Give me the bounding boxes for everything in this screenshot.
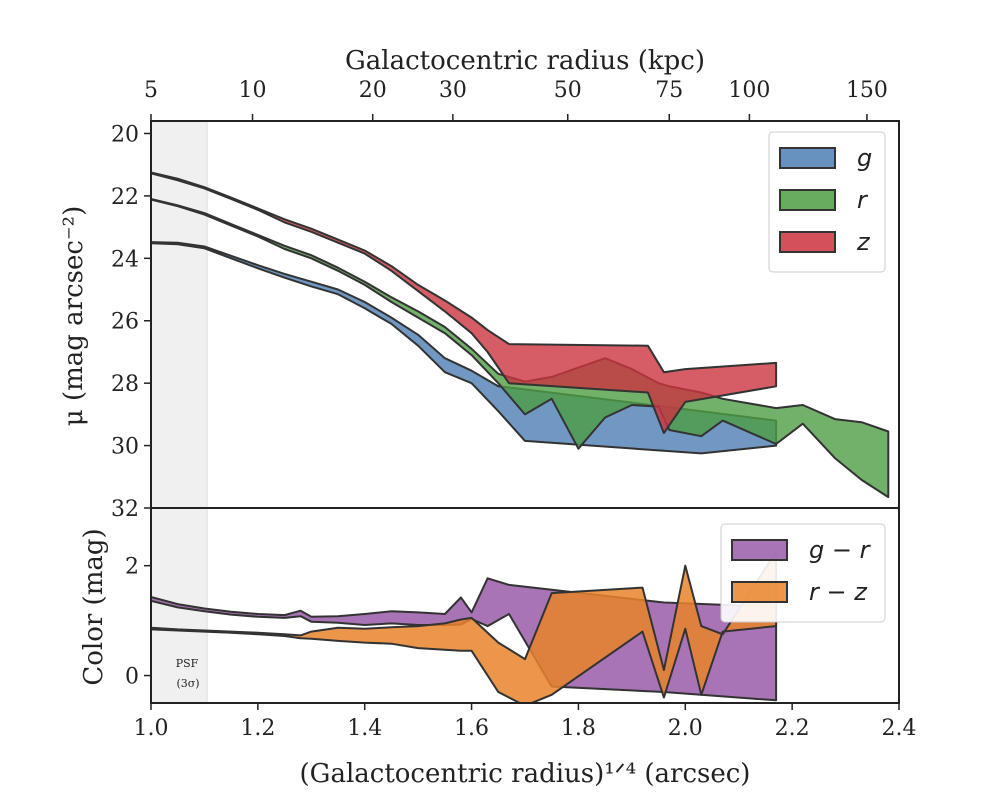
- y-tick-label-top: 22: [111, 185, 139, 210]
- x-tick-label: 2.2: [775, 716, 810, 741]
- top-axis-tick-label: 5: [144, 78, 158, 103]
- psf-shaded-region: [150, 120, 208, 704]
- series-band-r: [151, 198, 890, 499]
- y-tick-label-top: 30: [111, 435, 139, 460]
- y-axis-label-bottom: Color (mag): [79, 528, 109, 685]
- x-tick-label: 2.4: [882, 716, 917, 741]
- series-band-z: [151, 171, 778, 435]
- top-axis-tick-label: 30: [439, 78, 467, 103]
- legend-bottom: g − r r − z: [720, 523, 886, 623]
- legend-swatch: [779, 189, 836, 211]
- x-tick-label: 1.8: [561, 716, 596, 741]
- legend-swatch: [779, 231, 836, 253]
- series-band-g: [151, 241, 778, 455]
- legend-top: grz: [768, 131, 886, 273]
- bottom-panel-frame: [150, 507, 900, 704]
- legend-entry: z: [856, 228, 871, 256]
- y-tick-label-top: 32: [111, 497, 139, 522]
- top-axis-tick-label: 10: [239, 78, 267, 103]
- psf-label: PSF: [176, 657, 199, 670]
- y-tick-label-bottom: 0: [125, 665, 139, 690]
- top-axis-tick-label: 100: [728, 78, 770, 103]
- bottom-panel-series: [151, 550, 778, 703]
- y-tick-label-top: 28: [111, 372, 139, 397]
- x-tick-label: 1.0: [134, 716, 169, 741]
- top-axis-tick-label: 50: [554, 78, 582, 103]
- x-tick-label: 1.2: [240, 716, 275, 741]
- top-panel-series: [151, 171, 890, 499]
- legend-entry: g: [857, 144, 872, 172]
- legend-swatch: [779, 147, 836, 169]
- y-tick-label-top: 20: [111, 122, 139, 147]
- psf-sublabel: (3σ): [176, 677, 199, 690]
- y-tick-label-top: 26: [111, 310, 139, 335]
- y-tick-label-bottom: 2: [125, 555, 139, 580]
- x-tick-label: 1.4: [347, 716, 382, 741]
- legend-entry: r: [857, 186, 869, 214]
- top-axis-tick-label: 20: [359, 78, 387, 103]
- x-tick-label: 2.0: [668, 716, 703, 741]
- x-axis-label: (Galactocentric radius)¹ᐟ⁴ (arcsec): [300, 759, 751, 789]
- series-band-r-z: [151, 550, 778, 703]
- x-tick-label: 1.6: [454, 716, 489, 741]
- top-axis-tick-label: 75: [655, 78, 683, 103]
- y-axis-label-top: μ (mag arcsec⁻²): [59, 206, 89, 426]
- y-tick-label-top: 24: [111, 247, 139, 272]
- legend-entry: g − r: [809, 536, 872, 564]
- top-axis-label: Galactocentric radius (kpc): [345, 46, 705, 76]
- legend-entry: r − z: [809, 578, 868, 606]
- legend-swatch: [731, 539, 788, 561]
- legend-swatch: [731, 581, 788, 603]
- top-axis-tick-label: 150: [846, 78, 888, 103]
